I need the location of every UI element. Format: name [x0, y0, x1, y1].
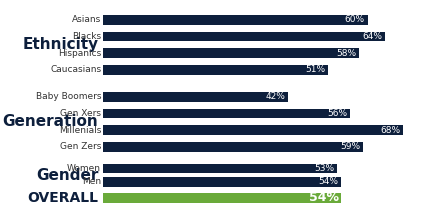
Text: 42%: 42%	[266, 92, 286, 101]
Bar	[103, 177, 341, 187]
Text: Gen Xers: Gen Xers	[60, 109, 101, 118]
Text: Men: Men	[82, 177, 101, 187]
Bar	[103, 15, 368, 25]
Text: Women: Women	[67, 164, 101, 173]
Text: 53%: 53%	[314, 164, 334, 173]
Text: Blacks: Blacks	[72, 32, 101, 41]
Bar	[103, 164, 337, 173]
Bar	[103, 92, 288, 102]
Text: Millenials: Millenials	[59, 126, 101, 135]
Text: Hispanics: Hispanics	[58, 49, 101, 58]
Text: 64%: 64%	[363, 32, 383, 41]
Text: 60%: 60%	[345, 15, 365, 24]
Text: Generation: Generation	[3, 114, 98, 129]
Bar	[103, 65, 328, 75]
Bar	[103, 48, 359, 58]
Text: 58%: 58%	[336, 49, 356, 58]
Bar	[103, 109, 350, 118]
Text: Gen Zers: Gen Zers	[60, 142, 101, 151]
Text: 54%: 54%	[308, 191, 338, 204]
Text: Asians: Asians	[72, 15, 101, 24]
Text: 68%: 68%	[380, 126, 400, 135]
Text: Ethnicity: Ethnicity	[22, 37, 98, 52]
Text: Caucasians: Caucasians	[50, 65, 101, 74]
Bar	[103, 193, 341, 203]
Bar	[103, 142, 363, 152]
Text: Baby Boomers: Baby Boomers	[36, 92, 101, 101]
Text: 59%: 59%	[340, 142, 360, 151]
Text: 51%: 51%	[305, 65, 325, 74]
Bar	[103, 125, 403, 135]
Text: OVERALL: OVERALL	[27, 191, 98, 205]
Bar	[103, 32, 385, 41]
Text: Gender: Gender	[36, 168, 98, 183]
Text: 54%: 54%	[318, 177, 338, 187]
Text: 56%: 56%	[327, 109, 347, 118]
